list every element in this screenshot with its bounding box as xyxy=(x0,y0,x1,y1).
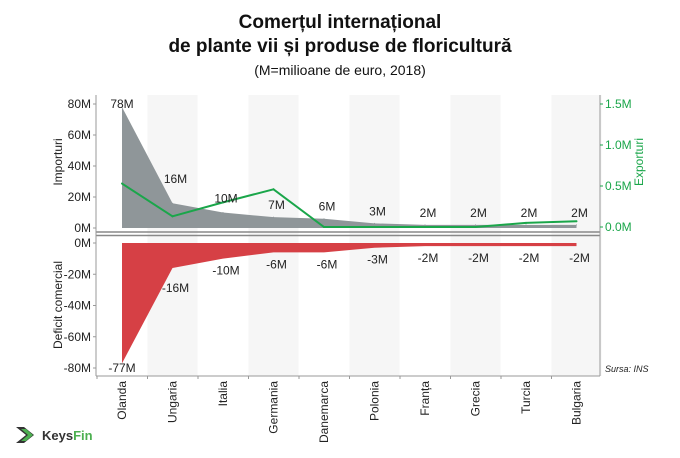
imports-point xyxy=(475,224,476,226)
logo-text-fin: Fin xyxy=(73,427,93,443)
imports-data-label: 2M xyxy=(571,206,588,220)
imports-data-label: 16M xyxy=(164,172,187,186)
exports-point xyxy=(171,215,174,218)
deficit-data-label: -2M xyxy=(468,251,489,265)
chart-title-line2: de plante vii și produse de floricultură xyxy=(168,36,512,57)
bottom-axis-tick-label: -80M xyxy=(64,361,91,375)
deficit-data-label: -2M xyxy=(519,251,540,265)
exports-point xyxy=(323,226,325,228)
imports-point xyxy=(424,224,426,226)
imports-point xyxy=(273,216,274,218)
left-axis-tick-label: 0M xyxy=(74,221,91,235)
imports-point xyxy=(172,202,173,204)
x-axis-category-label: Bulgaria xyxy=(570,381,584,425)
imports-point xyxy=(323,218,325,220)
exports-point xyxy=(272,188,275,191)
exports-point xyxy=(525,221,527,224)
keysfin-logo: KeysFin xyxy=(16,425,93,445)
logo-chevron-icon xyxy=(16,427,34,443)
x-axis-category-label: Franța xyxy=(418,381,432,416)
imports-data-label: 78M xyxy=(110,97,133,111)
bottom-axis-tick-label: -20M xyxy=(64,267,91,281)
left-axis-tick-label: 60M xyxy=(68,128,91,142)
chart-title-line1: Comerțul internațional xyxy=(238,12,442,33)
exports-point xyxy=(373,226,376,228)
imports-point xyxy=(576,224,577,226)
source-note: Sursa: INS xyxy=(605,364,649,374)
x-axis-category-label: Ungaria xyxy=(166,381,180,423)
imports-point xyxy=(374,222,375,224)
x-axis-category-label: Grecia xyxy=(469,381,483,417)
bottom-axis-tick-label: 0M xyxy=(74,236,91,250)
imports-area xyxy=(122,107,577,228)
exports-point xyxy=(424,226,426,228)
deficit-data-label: -10M xyxy=(212,264,239,278)
imports-data-label: 2M xyxy=(521,206,538,220)
imports-data-label: 3M xyxy=(369,204,386,218)
imports-data-label: 6M xyxy=(319,200,336,214)
chart-subtitle: (M=milioane de euro, 2018) xyxy=(254,62,426,78)
left-axis-tick-label: 20M xyxy=(68,190,91,204)
bottom-axis-tick-label: -60M xyxy=(64,330,91,344)
right-axis-tick-label: 0.0M xyxy=(605,220,632,234)
right-axis-tick-label: 1.5M xyxy=(605,97,632,111)
deficit-data-label: -77M xyxy=(108,361,135,375)
logo-text-keys: Keys xyxy=(42,427,74,443)
imports-data-label: 7M xyxy=(268,198,285,212)
x-axis-category-label: Germania xyxy=(267,381,281,434)
deficit-data-label: -16M xyxy=(162,281,189,295)
imports-data-label: 2M xyxy=(420,206,437,220)
deficit-data-label: -2M xyxy=(418,251,439,265)
left-axis-tick-label: 80M xyxy=(68,97,91,111)
imports-point xyxy=(222,212,224,213)
x-axis-category-label: Olanda xyxy=(115,381,129,420)
x-axis-category-label: Danemarca xyxy=(317,381,331,443)
right-axis-tick-label: 1.0M xyxy=(605,138,632,152)
deficit-data-label: -2M xyxy=(569,251,590,265)
imports-point xyxy=(525,224,527,226)
deficit-area xyxy=(122,243,577,364)
exports-point xyxy=(222,201,224,204)
right-axis-tick-label: 0.5M xyxy=(605,179,632,193)
imports-point xyxy=(121,106,123,108)
left-axis-tick-label: 40M xyxy=(68,159,91,173)
exports-point xyxy=(121,182,123,185)
bottom-axis-title: Deficit comercial xyxy=(51,261,65,349)
exports-point xyxy=(474,226,477,228)
imports-data-label: 2M xyxy=(470,206,487,220)
deficit-data-label: -6M xyxy=(266,257,287,271)
left-axis-title: Importuri xyxy=(51,138,65,185)
imports-data-label: 10M xyxy=(214,192,237,206)
right-axis-title: Exporturi xyxy=(632,138,646,186)
x-axis-category-label: Turcia xyxy=(519,381,533,414)
exports-point xyxy=(575,220,578,223)
deficit-data-label: -3M xyxy=(367,253,388,267)
x-axis-category-label: Polonia xyxy=(368,381,382,421)
deficit-data-label: -6M xyxy=(317,257,338,271)
x-axis-category-label: Italia xyxy=(216,381,230,407)
bottom-axis-tick-label: -40M xyxy=(64,299,91,313)
exports-line xyxy=(121,182,577,228)
